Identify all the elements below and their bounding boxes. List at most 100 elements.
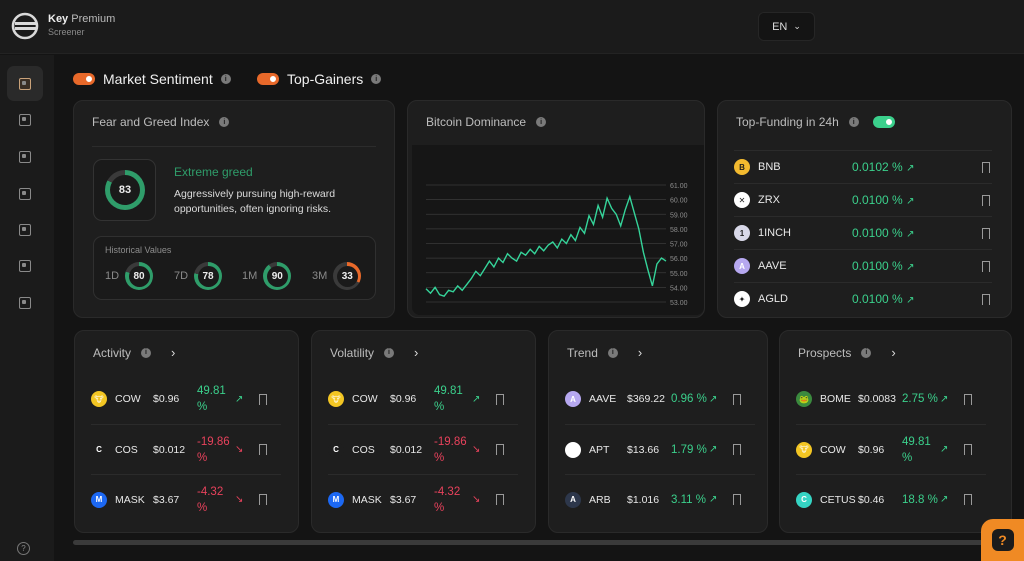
- y-tick-label: 59.00: [670, 212, 688, 219]
- list-item[interactable]: ≡ APT $13.66 1.79 % ↗: [565, 424, 755, 474]
- funding-row[interactable]: ✦ AGLD 0.0100 % ↗: [734, 282, 992, 315]
- coin-symbol: COS: [352, 443, 375, 456]
- history-gauge: 78: [194, 262, 223, 290]
- sidebar-item-settings[interactable]: [7, 285, 43, 320]
- info-icon[interactable]: i: [861, 347, 872, 358]
- funding-symbol: AGLD: [758, 293, 788, 305]
- bookmark-icon[interactable]: [259, 444, 267, 457]
- info-icon[interactable]: i: [384, 347, 395, 358]
- help-icon[interactable]: ?: [17, 542, 30, 555]
- list-item[interactable]: C COS $0.012 -19.86 % ↘: [91, 424, 281, 474]
- chevron-right-icon[interactable]: ›: [414, 345, 419, 360]
- y-tick-label: 55.00: [670, 271, 688, 278]
- list-item[interactable]: 🐮 COW $0.96 49.81 % ↗: [796, 424, 986, 474]
- chat-button[interactable]: ?: [981, 519, 1024, 561]
- info-icon[interactable]: i: [536, 117, 547, 127]
- coin-price: $3.67: [153, 493, 180, 506]
- funding-row[interactable]: A AAVE 0.0100 % ↗: [734, 249, 992, 282]
- coin-icon: 🐮: [796, 441, 812, 458]
- list-item[interactable]: A ARB $1.016 3.11 % ↗: [565, 474, 755, 524]
- card-title[interactable]: Trend i ›: [567, 345, 642, 360]
- bookmark-icon[interactable]: [982, 227, 990, 241]
- coin-symbol: BOME: [820, 393, 851, 405]
- list-item[interactable]: A AAVE $369.22 0.96 % ↗: [565, 374, 755, 424]
- info-icon[interactable]: i: [607, 347, 618, 358]
- price-change: 1.79 %: [671, 443, 707, 456]
- history-item-7d: 7D 78: [174, 262, 223, 290]
- bookmark-icon[interactable]: [496, 494, 504, 507]
- price-change: -4.32 %: [197, 485, 224, 514]
- list-item[interactable]: 🐮 COW $0.96 49.81 % ↗: [91, 374, 281, 424]
- coin-symbol: APT: [589, 443, 610, 456]
- alert-icon: [19, 259, 31, 272]
- sidebar-item-calculator[interactable]: [7, 212, 43, 247]
- bookmark-icon[interactable]: [982, 161, 990, 175]
- horizontal-scrollbar[interactable]: [73, 540, 988, 545]
- chevron-right-icon[interactable]: ›: [891, 345, 896, 360]
- sidebar-item-screener[interactable]: [7, 139, 43, 174]
- coin-icon: M: [91, 491, 107, 508]
- list-item[interactable]: C CETUS $0.46 18.8 % ↗: [796, 474, 986, 524]
- chevron-right-icon[interactable]: ›: [171, 345, 176, 360]
- bookmark-icon[interactable]: [733, 444, 741, 457]
- bookmark-icon[interactable]: [733, 494, 741, 507]
- filter-market-sentiment[interactable]: Market Sentiment i: [73, 71, 231, 87]
- bookmark-icon[interactable]: [733, 393, 741, 407]
- coin-price: $0.012: [390, 443, 423, 456]
- history-period: 7D: [174, 270, 189, 282]
- top-funding-card: Top-Funding in 24h i B BNB 0.0102 % ↗ ✕ ZRX 0…: [717, 100, 1012, 318]
- funding-row[interactable]: 1 1INCH 0.0100 % ↗: [734, 216, 992, 249]
- bookmark-icon[interactable]: [964, 393, 972, 407]
- funding-rate: 0.0100 % ↗: [852, 259, 982, 273]
- arrow-down-icon: ↘: [235, 444, 244, 455]
- funding-row[interactable]: B BNB 0.0102 % ↗: [734, 150, 992, 183]
- fear-greed-description: Aggressively pursuing high-reward opport…: [174, 188, 336, 215]
- bookmark-icon[interactable]: [259, 494, 267, 507]
- info-icon[interactable]: i: [219, 117, 230, 127]
- card-title[interactable]: Activity i ›: [93, 345, 175, 360]
- bookmark-icon[interactable]: [982, 194, 990, 208]
- sidebar-item-charts[interactable]: [7, 102, 43, 137]
- card-title[interactable]: Volatility i ›: [330, 345, 418, 360]
- market-sentiment-toggle[interactable]: [73, 73, 95, 85]
- language-select[interactable]: EN ⌄: [758, 12, 815, 41]
- filter-top-gainers[interactable]: Top-Gainers i: [257, 71, 382, 87]
- chevron-right-icon[interactable]: ›: [637, 345, 643, 360]
- info-icon[interactable]: i: [141, 347, 152, 358]
- bookmark-icon[interactable]: [496, 393, 504, 407]
- info-icon[interactable]: i: [371, 74, 382, 84]
- fear-greed-card: Fear and Greed Index i 83 Extreme greed …: [73, 100, 395, 318]
- bookmark-icon[interactable]: [259, 393, 267, 407]
- info-icon[interactable]: i: [220, 74, 231, 84]
- coin-symbol: MASK: [352, 493, 382, 506]
- funding-row[interactable]: ✕ ZRX 0.0100 % ↗: [734, 183, 992, 216]
- calculator-icon: [19, 223, 31, 236]
- card-title-label: Trend: [567, 345, 598, 360]
- history-period: 1M: [242, 270, 258, 282]
- sidebar-item-alerts[interactable]: [7, 248, 43, 283]
- list-item[interactable]: 🐸 BOME $0.0083 2.75 % ↗: [796, 374, 986, 424]
- top-gainers-toggle[interactable]: [257, 73, 279, 85]
- bookmark-icon[interactable]: [964, 494, 972, 507]
- list-item[interactable]: C COS $0.012 -19.86 % ↘: [328, 424, 518, 474]
- sidebar-item-dashboard[interactable]: [7, 66, 43, 101]
- key-logo-icon[interactable]: [10, 11, 40, 41]
- funding-rate: 0.0100 % ↗: [852, 193, 982, 207]
- price-change: -19.86 %: [197, 435, 230, 464]
- arrow-up-icon: ↗: [709, 494, 718, 505]
- card-title[interactable]: Prospects i ›: [798, 345, 896, 360]
- info-icon[interactable]: i: [848, 117, 859, 127]
- funding-rate-value: 0.0100 %: [852, 259, 903, 273]
- bookmark-icon[interactable]: [964, 444, 972, 457]
- list-item[interactable]: M MASK $3.67 -4.32 % ↘: [328, 474, 518, 524]
- bookmark-icon[interactable]: [982, 260, 990, 274]
- bookmark-icon[interactable]: [496, 444, 504, 457]
- funding-toggle[interactable]: [872, 116, 895, 128]
- list-item[interactable]: M MASK $3.67 -4.32 % ↘: [91, 474, 281, 524]
- list-item[interactable]: 🐮 COW $0.96 49.81 % ↗: [328, 374, 518, 424]
- price-change: 49.81 %: [902, 435, 931, 464]
- funding-symbol: AAVE: [758, 260, 787, 272]
- bookmark-icon[interactable]: [982, 293, 990, 307]
- sidebar-item-funding[interactable]: [7, 176, 43, 211]
- bitcoin-dominance-card: Bitcoin Dominance i 61.00 60.00 59.00 58.00…: [407, 100, 705, 318]
